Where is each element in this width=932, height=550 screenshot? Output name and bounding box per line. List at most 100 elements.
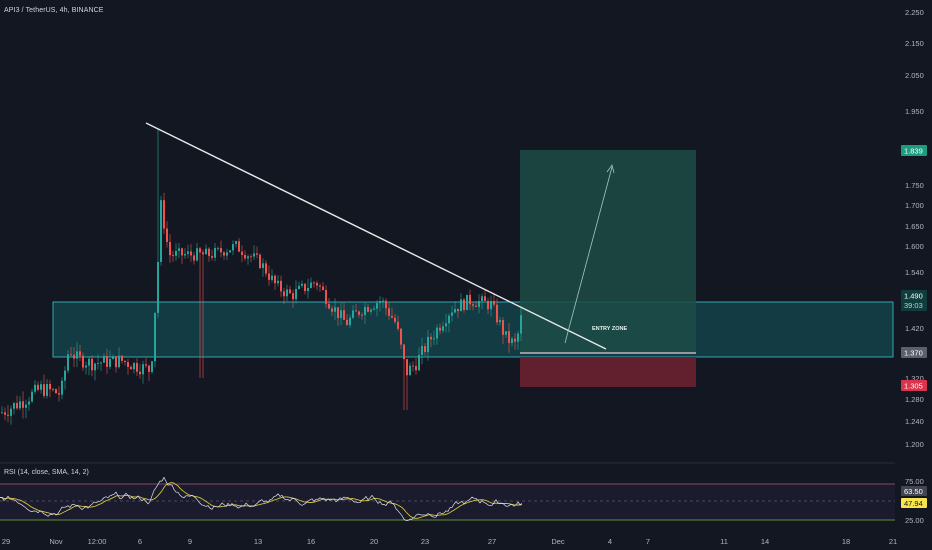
price-tick: 2.050: [905, 71, 924, 80]
time-tick: 13: [254, 537, 262, 546]
candle-body: [262, 263, 264, 269]
candle-body: [346, 319, 348, 326]
candle-body: [382, 300, 384, 302]
candle-body: [343, 310, 345, 320]
candle-body: [274, 275, 276, 284]
candle-body: [154, 312, 156, 362]
candle-body: [160, 200, 162, 262]
candlestick-series: [1, 129, 522, 425]
candle-body: [184, 253, 186, 256]
candle-body: [223, 252, 225, 256]
trendline[interactable]: [145, 122, 607, 350]
candle-body: [259, 254, 261, 269]
candle-body: [151, 361, 153, 372]
candle-body: [520, 315, 522, 334]
candle-body: [424, 346, 426, 353]
target-zone-box[interactable]: [520, 150, 696, 352]
projection-arrow[interactable]: [564, 166, 613, 344]
rsi-pane[interactable]: 75.00 25.00 63.50 47.94: [0, 476, 927, 525]
time-tick: 23: [421, 537, 429, 546]
candle-body: [199, 248, 201, 253]
candle-body: [163, 200, 165, 229]
candle-body: [511, 338, 513, 344]
candle-body: [412, 365, 414, 367]
price-axis[interactable]: 2.250 2.150 2.050 1.950 1.750 1.700 1.650 1.600…: [905, 8, 924, 449]
rsi-line: [0, 476, 523, 521]
candle-body: [172, 255, 174, 257]
price-tick: 1.700: [905, 201, 924, 210]
candle-body: [319, 285, 321, 287]
time-tick: Nov: [49, 537, 63, 546]
candle-body: [316, 282, 318, 286]
price-tick: 1.320: [905, 374, 924, 383]
candle-body: [187, 251, 189, 254]
candle-body: [385, 300, 387, 309]
candle-body: [91, 358, 93, 371]
candle-body: [166, 228, 168, 243]
candle-body: [40, 384, 42, 390]
candle-body: [22, 401, 24, 408]
price-tick: 2.250: [905, 8, 924, 17]
candle-body: [493, 301, 495, 305]
candle-body: [37, 384, 39, 390]
support-zone-box[interactable]: [52, 301, 894, 358]
projection-arrowhead: [606, 164, 615, 174]
rsi-sma-tag: [901, 498, 927, 508]
price-tick: 1.650: [905, 222, 924, 231]
price-tick: 1.750: [905, 181, 924, 190]
candle-body: [505, 331, 507, 335]
candle-body: [406, 359, 408, 376]
current-price-label: 1.490: [904, 292, 923, 301]
time-tick: 11: [720, 537, 728, 546]
candle-body: [76, 351, 78, 359]
candle-body: [100, 362, 102, 364]
candle-body: [322, 286, 324, 290]
candle-body: [478, 300, 480, 307]
candle-body: [31, 391, 33, 402]
price-tick: 1.240: [905, 417, 924, 426]
candle-body: [4, 412, 6, 415]
candle-body: [73, 354, 75, 359]
candle-body: [250, 256, 252, 258]
candle-body: [133, 362, 135, 370]
candle-body: [418, 354, 420, 371]
stop-price-label: 1.305: [904, 382, 923, 391]
candle-body: [484, 296, 486, 301]
candle-body: [289, 289, 291, 294]
candle-body: [448, 315, 450, 324]
candle-body: [178, 248, 180, 251]
time-tick: 14: [761, 537, 769, 546]
stop-zone-box[interactable]: [520, 357, 696, 387]
candle-body: [25, 404, 27, 408]
candle-body: [481, 296, 483, 301]
entry-price-label: 1.370: [904, 349, 923, 358]
time-axis[interactable]: 29 Nov 12:00 6 9 13 16 20 23 27 Dec 4 7 11 14 18 21: [2, 537, 897, 546]
candle-body: [436, 327, 438, 339]
candle-body: [487, 300, 489, 310]
time-tick: 29: [2, 537, 10, 546]
candle-body: [298, 285, 300, 289]
candle-body: [226, 252, 228, 256]
candle-body: [145, 364, 147, 366]
candle-body: [181, 248, 183, 256]
candle-body: [340, 310, 342, 319]
candle-body: [355, 310, 357, 312]
candle-body: [496, 304, 498, 323]
candle-body: [280, 280, 282, 292]
candle-body: [196, 248, 198, 261]
candle-body: [328, 303, 330, 309]
candle-body: [106, 355, 108, 367]
candle-body: [307, 287, 309, 292]
candle-body: [469, 294, 471, 305]
rsi-level-25: 25.00: [905, 516, 924, 525]
chart-title: API3 / TetherUS, 4h, BINANCE: [4, 7, 104, 14]
candle-body: [277, 280, 279, 284]
candle-body: [64, 370, 66, 381]
entry-zone-label: ENTRY ZONE: [592, 326, 627, 332]
candle-body: [79, 351, 81, 356]
price-tick: 1.280: [905, 395, 924, 404]
candle-body: [331, 308, 333, 312]
candle-body: [103, 355, 105, 363]
candle-body: [127, 362, 129, 367]
